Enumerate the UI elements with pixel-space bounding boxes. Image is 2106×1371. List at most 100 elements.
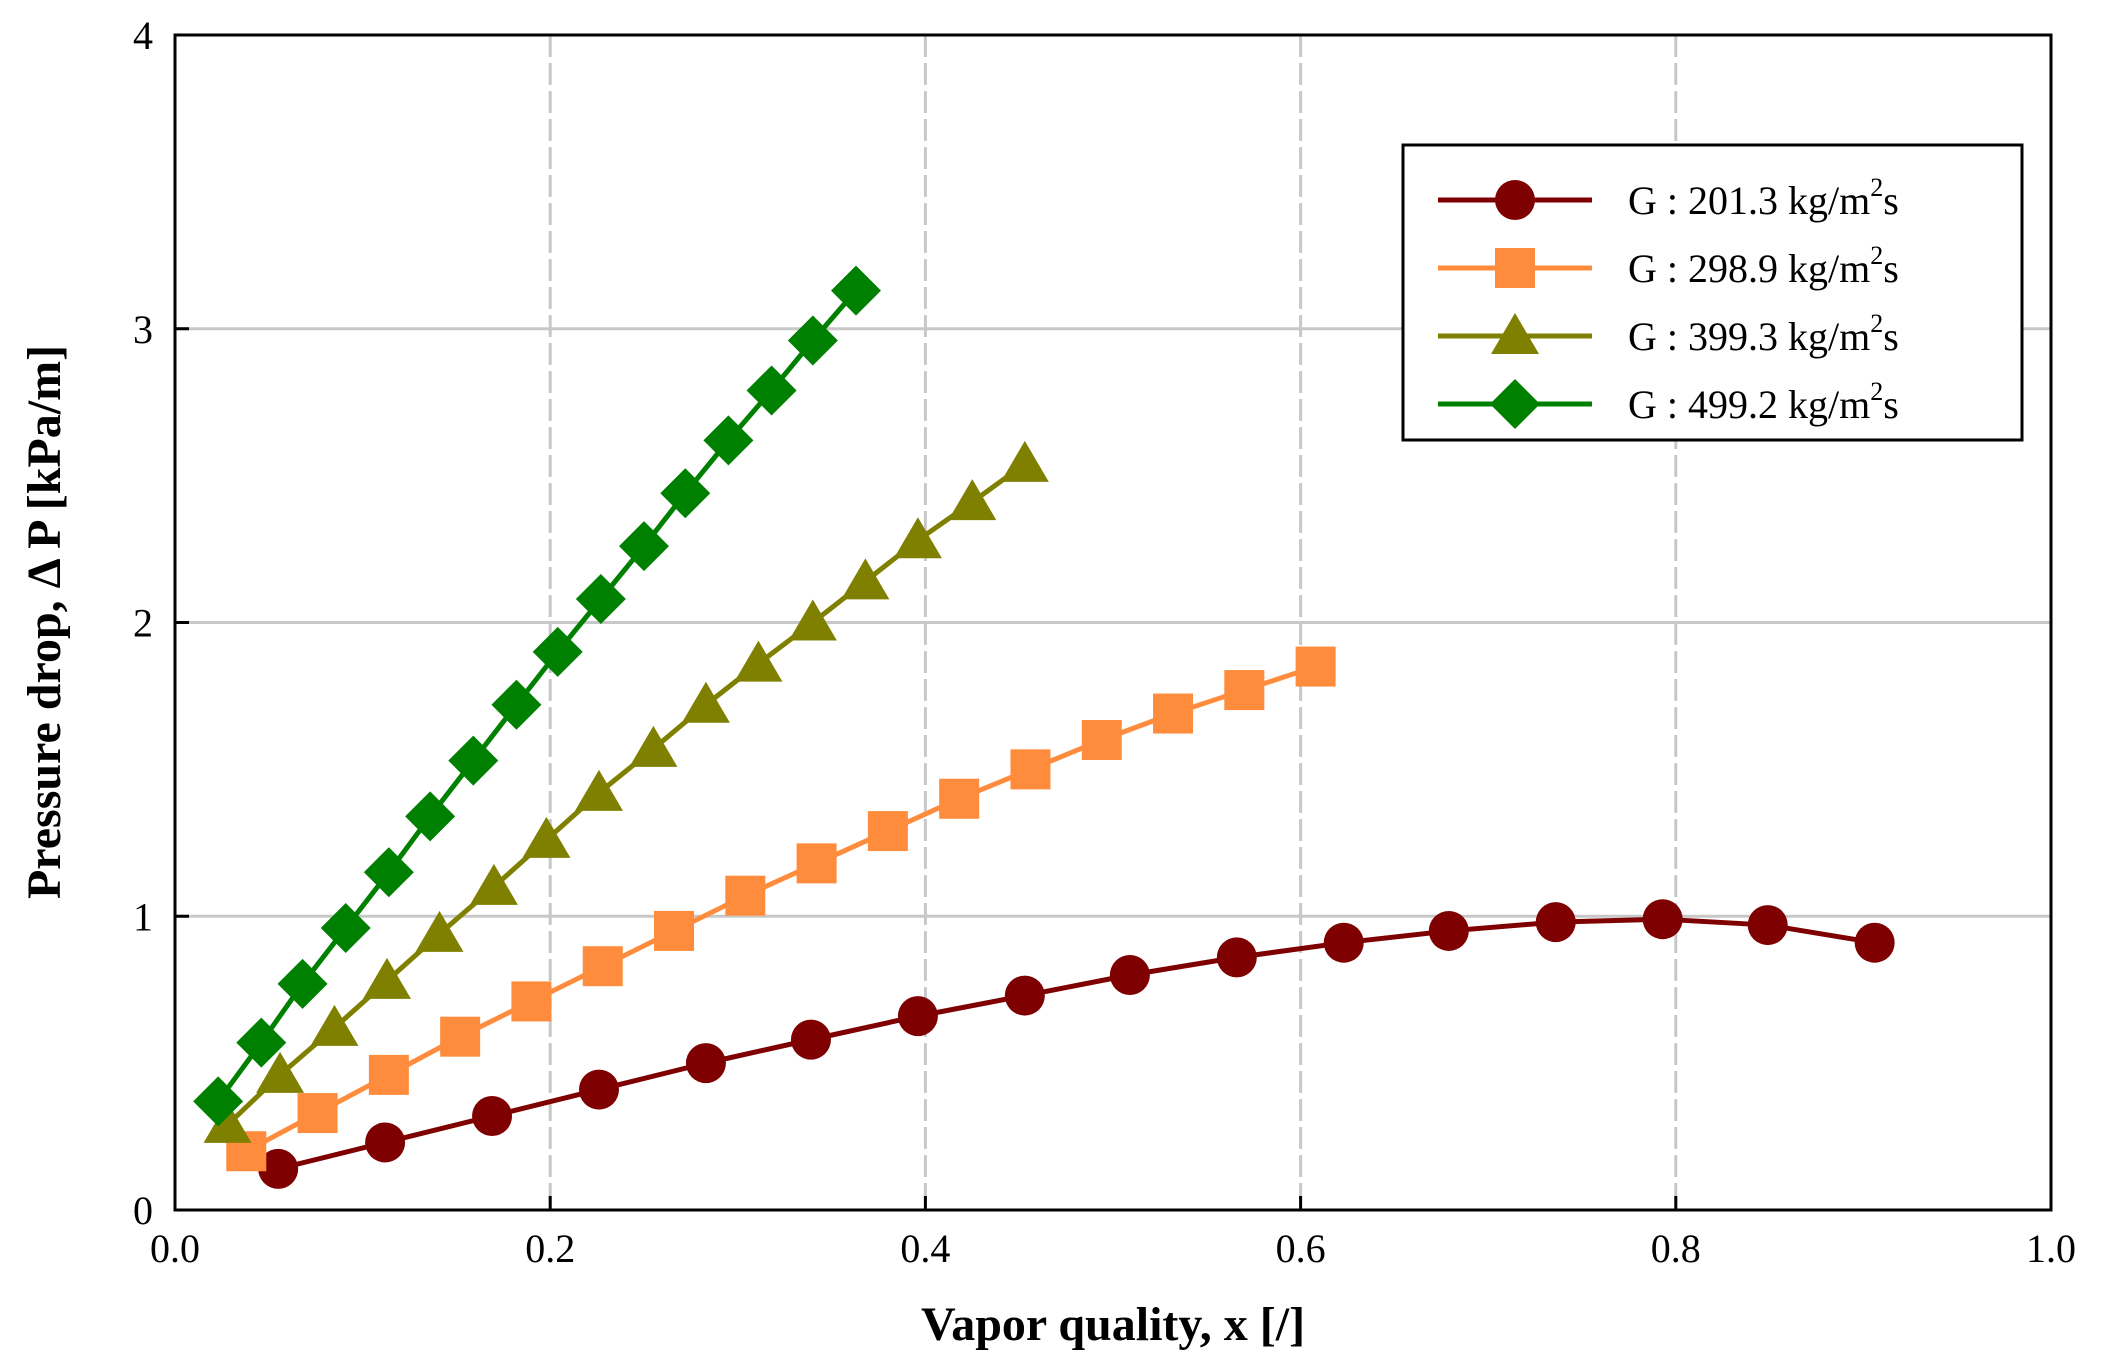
data-point xyxy=(660,468,711,519)
y-tick-label: 1 xyxy=(133,894,153,939)
data-point xyxy=(297,1093,338,1134)
data-point xyxy=(575,574,626,624)
data-point xyxy=(440,1016,481,1057)
x-tick-label: 0.8 xyxy=(1651,1226,1701,1271)
series-line xyxy=(277,916,1876,1172)
data-point xyxy=(277,958,328,1009)
data-point xyxy=(685,1043,726,1084)
x-axis-title: Vapor quality, x [/] xyxy=(921,1298,1305,1351)
data-point xyxy=(532,626,583,677)
legend-label: G : 499.2 kg/m2s xyxy=(1628,377,1899,427)
data-point xyxy=(1000,440,1049,482)
data-point xyxy=(310,1004,359,1046)
data-point xyxy=(448,735,499,786)
x-tick-label: 0.2 xyxy=(525,1226,575,1271)
data-point xyxy=(1010,749,1051,790)
data-point xyxy=(1004,975,1045,1016)
series-line xyxy=(225,461,1027,1127)
data-point xyxy=(734,640,783,682)
legend-label: G : 201.3 kg/m2s xyxy=(1628,173,1899,223)
data-point xyxy=(1153,693,1194,734)
legend-label: G : 298.9 kg/m2s xyxy=(1628,241,1899,291)
data-point xyxy=(1109,955,1150,995)
y-tick-label: 0 xyxy=(133,1188,153,1233)
legend-items: G : 201.3 kg/m2s G : 298.9 kg/m2s G : 399.… xyxy=(1438,173,1899,429)
data-point xyxy=(1224,670,1265,711)
data-point xyxy=(511,981,552,1022)
data-point xyxy=(236,1017,287,1068)
data-point xyxy=(796,843,837,884)
data-point xyxy=(1428,910,1469,951)
data-point xyxy=(703,415,754,466)
data-point xyxy=(203,1101,252,1143)
data-point xyxy=(830,265,881,316)
data-point xyxy=(1747,905,1788,946)
data-point xyxy=(948,479,997,521)
data-point xyxy=(365,1122,406,1163)
data-point xyxy=(1535,902,1576,943)
legend-entry: G : 298.9 kg/m2s xyxy=(1438,241,1899,291)
data-point xyxy=(681,681,730,723)
data-point xyxy=(897,996,938,1037)
x-tick-label: 0.4 xyxy=(900,1226,950,1271)
legend-marker xyxy=(1490,379,1540,429)
data-point xyxy=(629,725,678,767)
series-1 xyxy=(258,899,1895,1189)
x-tick-label: 1.0 xyxy=(2026,1226,2076,1271)
data-point xyxy=(582,946,623,987)
data-point xyxy=(867,811,908,852)
data-point xyxy=(578,1069,619,1110)
data-point xyxy=(522,816,571,858)
legend-marker xyxy=(1491,313,1539,354)
data-point xyxy=(1295,646,1336,687)
axis-ticks: 0.0 0.2 0.4 0.6 0.8 1.0 0 1 2 3 4 xyxy=(133,13,2076,1271)
x-tick-label: 0.6 xyxy=(1276,1226,1326,1271)
data-series xyxy=(193,265,1895,1189)
legend-marker xyxy=(1495,180,1535,220)
data-point xyxy=(320,903,371,953)
data-point xyxy=(893,517,942,559)
legend-entry: G : 399.3 kg/m2s xyxy=(1438,309,1899,359)
data-point xyxy=(788,599,837,641)
data-point xyxy=(939,778,980,819)
legend-marker xyxy=(1495,248,1535,288)
y-tick-label: 2 xyxy=(133,601,153,646)
series-line xyxy=(245,664,1317,1154)
data-point xyxy=(258,1148,299,1189)
data-point xyxy=(1081,720,1122,760)
legend-entry: G : 499.2 kg/m2s xyxy=(1438,377,1899,429)
series-3 xyxy=(203,440,1049,1143)
data-point xyxy=(619,521,669,572)
data-point xyxy=(725,875,766,916)
data-point xyxy=(256,1051,305,1093)
data-point xyxy=(1216,937,1257,978)
y-tick-label: 3 xyxy=(133,307,153,352)
data-point xyxy=(469,863,518,905)
data-point xyxy=(1642,899,1683,940)
data-point xyxy=(746,365,797,416)
data-point xyxy=(363,847,414,898)
legend-label: G : 399.3 kg/m2s xyxy=(1628,309,1899,359)
data-point xyxy=(790,1019,831,1060)
y-axis-title: Pressure drop, Δ P [kPa/m] xyxy=(18,345,71,899)
data-point xyxy=(787,315,838,366)
data-point xyxy=(841,558,890,600)
series-4 xyxy=(193,265,881,1127)
data-point xyxy=(1323,922,1364,963)
data-point xyxy=(574,769,623,811)
data-point xyxy=(654,910,695,951)
series-line xyxy=(216,288,858,1103)
x-tick-label: 0.0 xyxy=(150,1226,200,1271)
data-point xyxy=(193,1076,244,1127)
data-point xyxy=(415,910,464,952)
legend: G : 201.3 kg/m2s G : 298.9 kg/m2s G : 399.… xyxy=(1401,143,2024,442)
data-point xyxy=(405,791,456,842)
y-tick-label: 4 xyxy=(133,13,153,58)
data-point xyxy=(1854,922,1895,963)
data-point xyxy=(491,679,542,730)
data-point xyxy=(368,1054,409,1095)
series-2 xyxy=(226,646,1336,1172)
data-point xyxy=(362,957,411,999)
legend-entry: G : 201.3 kg/m2s xyxy=(1438,173,1899,223)
